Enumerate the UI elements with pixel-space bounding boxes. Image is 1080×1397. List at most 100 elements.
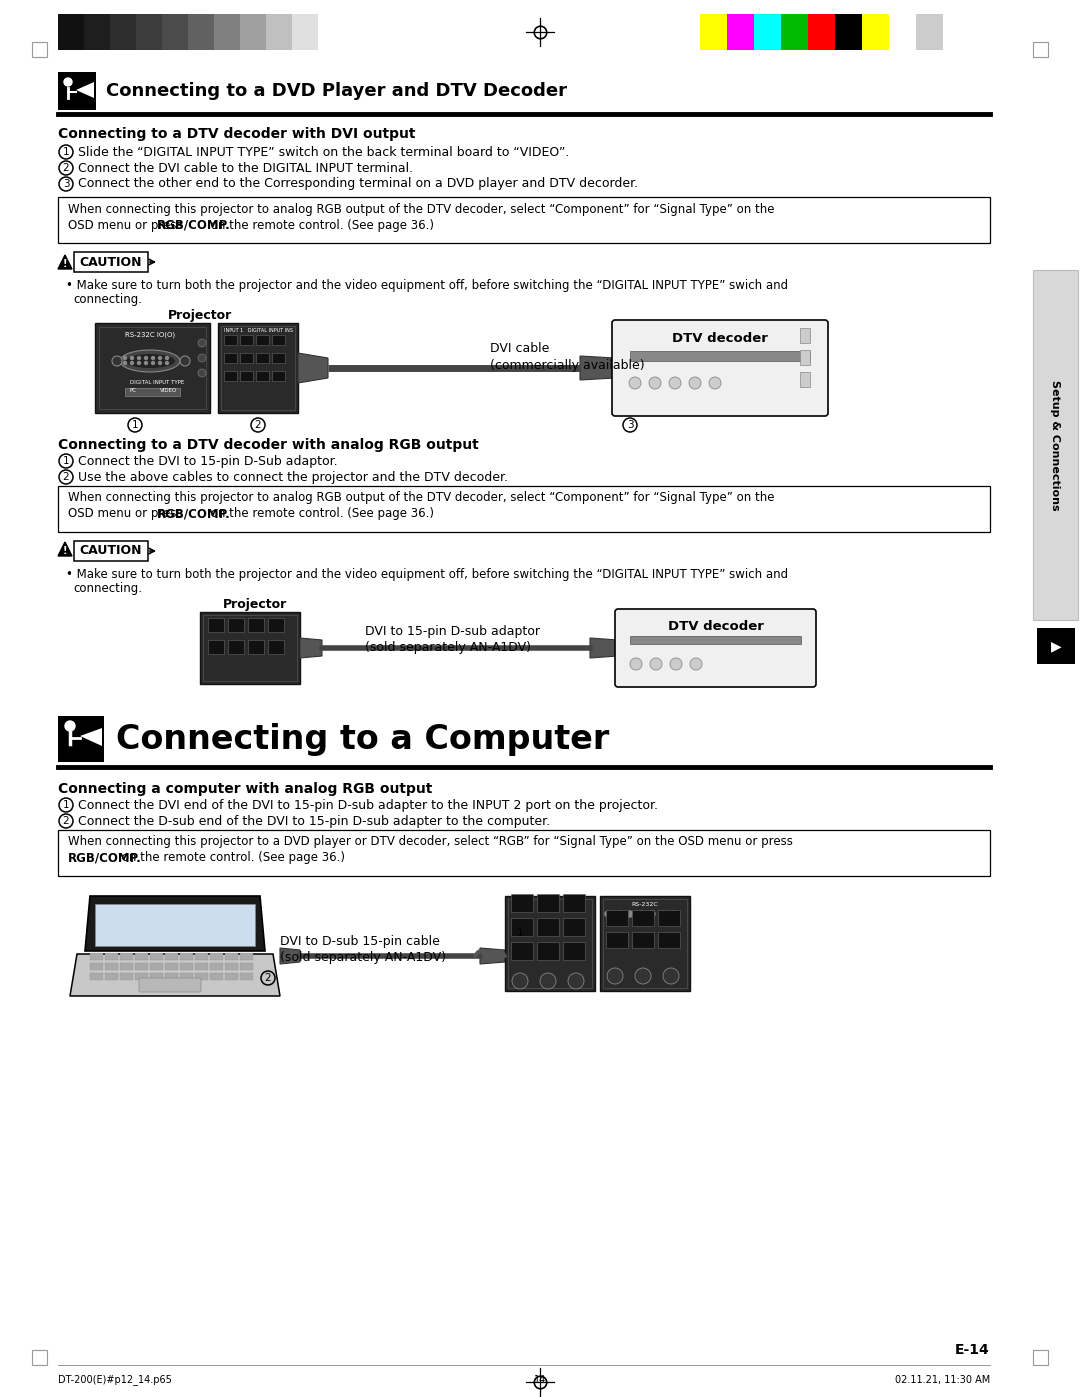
Bar	[150, 972, 163, 981]
Ellipse shape	[120, 351, 180, 372]
Bar	[125, 388, 180, 395]
Bar	[508, 900, 592, 988]
Circle shape	[689, 377, 701, 388]
Circle shape	[708, 377, 721, 388]
Polygon shape	[76, 82, 94, 98]
Text: RGB/COMP.: RGB/COMP.	[157, 218, 231, 232]
Bar	[110, 14, 136, 50]
Bar	[916, 14, 943, 50]
Polygon shape	[280, 949, 300, 964]
Bar	[658, 909, 680, 926]
Text: DIGITAL INPUT TYPE: DIGITAL INPUT TYPE	[130, 380, 185, 386]
Bar	[90, 972, 103, 981]
Text: on the remote control. (See page 36.): on the remote control. (See page 36.)	[206, 507, 433, 521]
Circle shape	[165, 362, 168, 365]
Text: When connecting this projector to analog RGB output of the DTV decoder, select “: When connecting this projector to analog…	[68, 203, 774, 215]
Bar	[272, 372, 285, 381]
Circle shape	[540, 972, 556, 989]
Text: DT-200(E)#p12_14.p65: DT-200(E)#p12_14.p65	[58, 1375, 172, 1386]
Text: 2: 2	[63, 472, 69, 482]
Bar	[180, 963, 193, 970]
Text: E-14: E-14	[955, 1343, 990, 1356]
Circle shape	[512, 972, 528, 989]
Bar	[511, 942, 534, 960]
Circle shape	[131, 356, 134, 359]
Bar	[268, 640, 284, 654]
Circle shape	[65, 721, 75, 731]
Text: Connect the other end to the Corresponding terminal on a DVD player and DTV deco: Connect the other end to the Correspondi…	[78, 177, 638, 190]
Bar	[162, 14, 188, 50]
Circle shape	[159, 362, 162, 365]
Bar	[195, 963, 208, 970]
Polygon shape	[80, 728, 102, 746]
Bar	[835, 14, 862, 50]
Circle shape	[137, 362, 140, 365]
Circle shape	[607, 968, 623, 983]
Bar	[600, 895, 690, 990]
Bar	[224, 372, 237, 381]
Circle shape	[650, 658, 662, 671]
Circle shape	[669, 377, 681, 388]
Bar	[272, 335, 285, 345]
Bar	[632, 932, 654, 949]
Bar	[120, 953, 133, 960]
Circle shape	[198, 339, 206, 346]
Bar	[203, 615, 297, 680]
Bar	[224, 353, 237, 363]
Bar	[256, 353, 269, 363]
Bar	[105, 963, 118, 970]
Bar	[58, 717, 104, 761]
Circle shape	[198, 369, 206, 377]
Bar	[240, 335, 253, 345]
Bar	[180, 972, 193, 981]
Circle shape	[64, 78, 72, 87]
Polygon shape	[58, 542, 72, 556]
Bar	[90, 963, 103, 970]
Bar	[208, 640, 224, 654]
Polygon shape	[85, 895, 265, 951]
Bar	[195, 972, 208, 981]
Text: Connecting to a DVD Player and DTV Decoder: Connecting to a DVD Player and DTV Decod…	[106, 82, 567, 101]
Text: Connect the DVI cable to the DIGITAL INPUT terminal.: Connect the DVI cable to the DIGITAL INP…	[78, 162, 414, 175]
Circle shape	[151, 356, 154, 359]
Circle shape	[663, 968, 679, 983]
Bar	[240, 353, 253, 363]
Text: 1: 1	[63, 147, 69, 156]
Polygon shape	[580, 356, 615, 380]
Bar	[58, 486, 990, 532]
Polygon shape	[58, 256, 72, 270]
Text: CAUTION: CAUTION	[80, 256, 143, 268]
FancyBboxPatch shape	[612, 320, 828, 416]
Bar	[240, 972, 253, 981]
Text: RGB/COMP.: RGB/COMP.	[68, 852, 141, 865]
Bar	[218, 323, 298, 414]
Bar	[781, 14, 808, 50]
Bar	[632, 909, 654, 926]
Text: Projector: Projector	[222, 598, 287, 610]
Circle shape	[635, 968, 651, 983]
Bar	[800, 372, 810, 387]
Bar	[224, 335, 237, 345]
Text: on the remote control. (See page 36.): on the remote control. (See page 36.)	[206, 218, 433, 232]
Text: RGB/COMP.: RGB/COMP.	[157, 507, 231, 521]
Text: connecting.: connecting.	[73, 583, 141, 595]
Bar	[135, 972, 148, 981]
Circle shape	[630, 658, 642, 671]
Text: Slide the “DIGITAL INPUT TYPE” switch on the back terminal board to “VIDEO”.: Slide the “DIGITAL INPUT TYPE” switch on…	[78, 145, 569, 158]
Text: Connect the D-sub end of the DVI to 15-pin D-sub adapter to the computer.: Connect the D-sub end of the DVI to 15-p…	[78, 814, 550, 827]
Bar	[754, 14, 781, 50]
Circle shape	[123, 362, 126, 365]
Bar	[606, 909, 627, 926]
Bar	[58, 73, 96, 110]
Text: Connecting to a Computer: Connecting to a Computer	[116, 722, 609, 756]
Circle shape	[123, 356, 126, 359]
Text: !: !	[63, 546, 67, 556]
Bar	[240, 372, 253, 381]
Bar	[32, 1350, 48, 1365]
Text: • Make sure to turn both the projector and the video equipment off, before switc: • Make sure to turn both the projector a…	[66, 569, 788, 581]
Text: 2: 2	[255, 420, 261, 430]
Text: Setup & Connections: Setup & Connections	[1050, 380, 1059, 510]
Bar	[188, 14, 214, 50]
Bar	[228, 617, 244, 631]
Bar	[95, 904, 255, 946]
